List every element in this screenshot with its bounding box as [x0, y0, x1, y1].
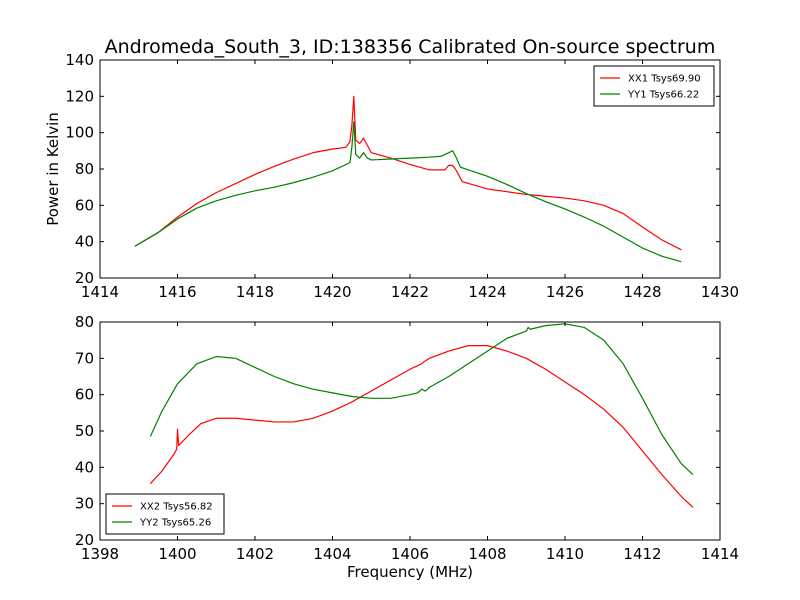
x-tick-label: 1420	[313, 283, 351, 301]
legend-label: YY1 Tsys66.22	[627, 90, 699, 101]
top-ylabel: Power in Kelvin	[44, 112, 62, 226]
legend-label: YY2 Tsys65.26	[139, 518, 211, 529]
series-line-1-1	[134, 95, 682, 251]
x-tick-label: 1400	[158, 545, 196, 563]
y-tick-label: 140	[65, 51, 94, 69]
y-tick-label: 60	[75, 196, 94, 214]
legend-1: XX1 Tsys69.90 YY1 Tsys66.22	[593, 65, 715, 107]
y-tick-label: 40	[75, 233, 94, 251]
x-tick-label: 1428	[623, 283, 661, 301]
y-tick-label: 100	[65, 124, 94, 142]
panel-2: 1398 1400 1402 1404 1406 1408 1410 1412 1414 20 30…	[75, 313, 739, 563]
series-line-1-2	[134, 121, 682, 263]
x-tick-label: 1398	[81, 545, 119, 563]
x-tick-label: 1414	[701, 545, 739, 563]
y-tick-label: 20	[75, 531, 94, 549]
y-tick-label: 80	[75, 313, 94, 331]
y-tick-label: 20	[75, 269, 94, 287]
x-tick-label: 1424	[468, 283, 506, 301]
x-tick-label: 1404	[313, 545, 351, 563]
series-line-2-2	[149, 323, 694, 476]
x-tick-label: 1410	[546, 545, 584, 563]
x-tick-label: 1422	[391, 283, 429, 301]
chart-title: Andromeda_South_3, ID:138356 Calibrated …	[105, 36, 716, 58]
x-tick-label: 1402	[236, 545, 274, 563]
series-line-2-1	[149, 345, 694, 508]
y-tick-label: 60	[75, 386, 94, 404]
x-tick-label: 1430	[701, 283, 739, 301]
legend-label: XX1 Tsys69.90	[628, 74, 701, 85]
panel-1: 1414 1416 1418 1420 1422 1424 1426 1428 1430 20 40…	[65, 51, 739, 301]
x-tick-label: 1416	[158, 283, 196, 301]
legend-label: XX2 Tsys56.82	[140, 502, 213, 513]
bottom-xlabel: Frequency (MHz)	[347, 563, 473, 581]
legend-box	[593, 65, 715, 107]
x-tick-label: 1426	[546, 283, 584, 301]
y-tick-label: 30	[75, 495, 94, 513]
legend-box	[105, 493, 225, 535]
y-tick-label: 70	[75, 349, 94, 367]
legend-2: XX2 Tsys56.82 YY2 Tsys65.26	[105, 493, 225, 535]
x-tick-label: 1412	[623, 545, 661, 563]
x-tick-label: 1406	[391, 545, 429, 563]
y-tick-label: 50	[75, 422, 94, 440]
x-tick-label: 1418	[236, 283, 274, 301]
y-tick-label: 80	[75, 160, 94, 178]
y-tick-label: 40	[75, 458, 94, 476]
x-tick-label: 1408	[468, 545, 506, 563]
x-tick-label: 1414	[81, 283, 119, 301]
y-tick-label: 120	[65, 87, 94, 105]
